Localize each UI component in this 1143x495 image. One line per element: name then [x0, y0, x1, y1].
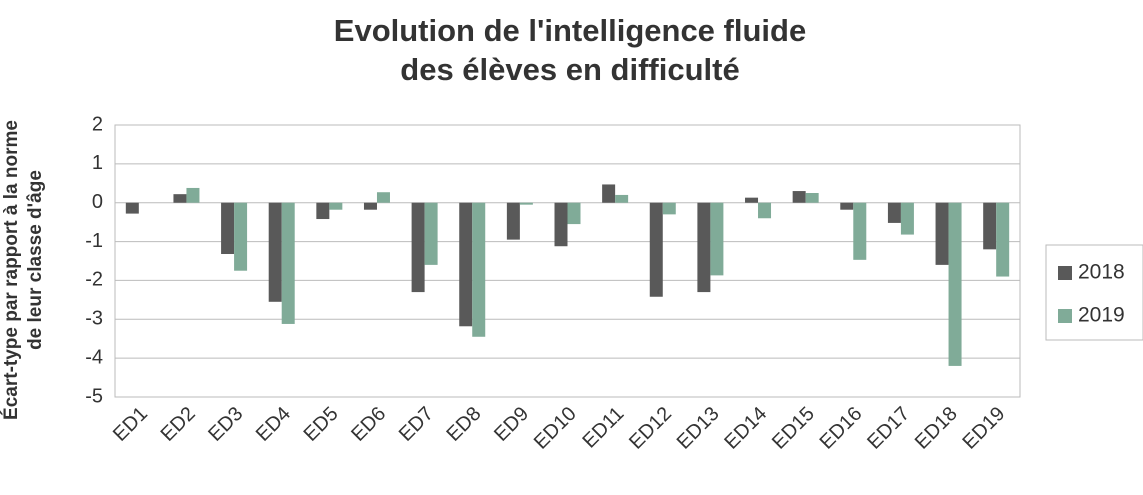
bar — [472, 202, 486, 337]
x-tick-label: ED16 — [816, 403, 867, 454]
bar — [506, 202, 520, 240]
bar — [459, 202, 473, 327]
bar — [745, 197, 759, 203]
x-tick-label: ED8 — [442, 403, 485, 446]
y-tick-label: 1 — [92, 152, 103, 174]
bar — [186, 187, 200, 203]
plot-area — [114, 124, 1021, 398]
legend-label: 2018 — [1078, 261, 1125, 284]
bar — [900, 202, 914, 235]
bar — [887, 202, 901, 223]
bar — [697, 202, 711, 293]
bar — [268, 202, 282, 302]
bar — [853, 202, 867, 260]
x-tick-label: ED5 — [300, 403, 343, 446]
bar — [234, 202, 248, 271]
bar — [554, 202, 568, 247]
y-tick-label: -4 — [85, 346, 103, 368]
x-tick-label: ED11 — [579, 403, 629, 453]
y-tick-label: 0 — [92, 191, 103, 213]
x-tick-label: ED6 — [347, 403, 390, 446]
bar — [376, 192, 390, 203]
y-tick-label: 2 — [92, 113, 103, 135]
bar — [996, 202, 1010, 277]
bar — [363, 202, 377, 210]
y-tick-label: -2 — [85, 269, 103, 291]
bar — [424, 202, 438, 265]
y-tick-label: -1 — [85, 230, 103, 252]
x-tick-label: ED14 — [720, 403, 771, 454]
legend-swatch — [1058, 309, 1072, 323]
bar — [662, 202, 676, 215]
bar — [615, 194, 629, 203]
bar — [710, 202, 724, 276]
bar — [948, 202, 962, 366]
bar — [758, 202, 772, 219]
bar — [519, 202, 533, 205]
bar — [792, 191, 806, 203]
bar — [567, 202, 581, 225]
x-tick-label: ED2 — [157, 403, 200, 446]
bar — [281, 202, 295, 324]
x-tick-label: ED18 — [911, 403, 962, 454]
x-tick-label: ED15 — [768, 403, 819, 454]
chart-title: Evolution de l'intelligence fluide — [334, 13, 806, 48]
x-tick-label: ED19 — [959, 403, 1010, 454]
y-axis-title: Écart-type par rapport à la norme — [0, 120, 22, 420]
bar — [649, 202, 663, 297]
legend-box — [1045, 244, 1143, 341]
y-axis-title: de leur classe d'âge — [25, 170, 46, 350]
chart-title: des élèves en difficulté — [400, 52, 739, 87]
x-tick-label: ED9 — [490, 403, 533, 446]
x-tick-label: ED12 — [625, 403, 676, 454]
x-tick-label: ED17 — [863, 403, 914, 454]
y-tick-label: -3 — [85, 308, 103, 330]
bar — [805, 193, 819, 203]
legend-label: 2019 — [1078, 304, 1125, 327]
bar — [221, 202, 235, 255]
x-tick-label: ED10 — [530, 403, 581, 454]
bar — [411, 202, 425, 293]
legend-swatch — [1058, 266, 1072, 280]
x-tick-label: ED4 — [252, 403, 295, 446]
bar — [173, 194, 187, 203]
x-tick-label: ED1 — [109, 403, 152, 446]
bar — [935, 202, 949, 265]
bar — [840, 202, 854, 210]
bar — [983, 202, 997, 250]
y-tick-label: -5 — [85, 385, 103, 407]
x-tick-label: ED13 — [673, 403, 724, 454]
bar — [329, 202, 343, 210]
bar — [125, 202, 139, 214]
x-tick-label: ED7 — [395, 403, 438, 446]
x-tick-label: ED3 — [204, 403, 247, 446]
bar — [602, 184, 616, 203]
bar — [316, 202, 330, 220]
